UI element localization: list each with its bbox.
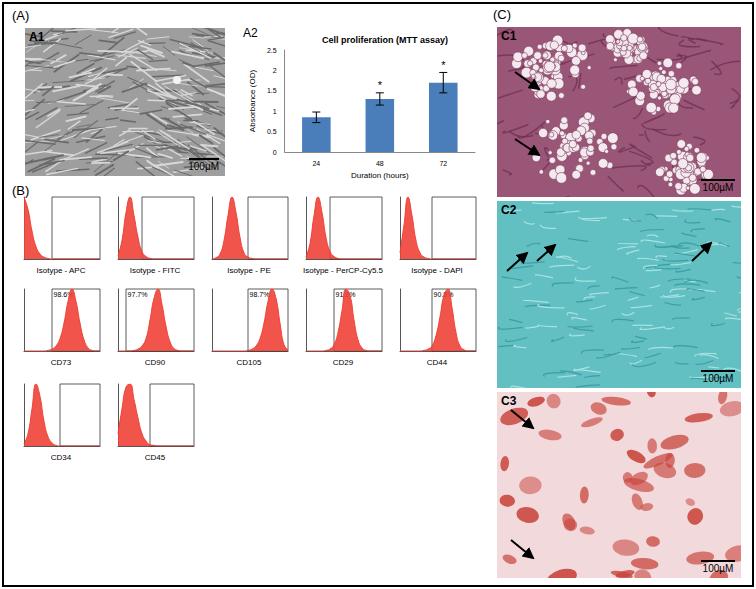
svg-text:Isotype - PerCP-Cy5.5: Isotype - PerCP-Cy5.5 [303,266,384,275]
svg-text:1: 1 [273,108,277,115]
svg-text:48: 48 [376,160,384,167]
html-text:C2: C2 [501,203,517,217]
svg-text:Cell proliferation (MTT assay): Cell proliferation (MTT assay) [322,35,448,45]
svg-text:Isotype - APC: Isotype - APC [37,266,86,275]
html-text:(A): (A) [12,8,30,23]
svg-text:Duration (hours): Duration (hours) [351,171,409,180]
svg-text:CD29: CD29 [333,358,354,367]
html-text:100µM: 100µM [702,182,734,193]
svg-text:0.5: 0.5 [267,128,277,135]
svg-text:90.8%: 90.8% [433,290,454,298]
svg-text:98.6%: 98.6% [53,290,74,298]
html-text:(B): (B) [12,183,30,198]
svg-text:CD34: CD34 [51,453,72,462]
html-text:C3: C3 [501,394,517,408]
svg-text:*: * [441,59,446,71]
svg-text:72: 72 [439,160,447,167]
svg-text:2.5: 2.5 [267,47,277,54]
svg-text:CD105: CD105 [237,358,262,367]
html-text:C1: C1 [501,29,517,43]
html-text:A2: A2 [243,26,258,40]
svg-text:1.5: 1.5 [267,87,277,94]
svg-text:Isotype - DAPI: Isotype - DAPI [411,266,463,275]
html-text:100µM: 100µM [188,161,219,172]
svg-text:98.7%: 98.7% [250,291,270,298]
html-text:(C): (C) [493,7,511,22]
svg-text:Isotype - FITC: Isotype - FITC [130,266,181,275]
svg-text:24: 24 [312,160,320,167]
svg-text:CD45: CD45 [145,453,166,462]
svg-text:2: 2 [273,67,277,74]
html-text:A1: A1 [29,30,45,44]
svg-text:91.6%: 91.6% [335,290,356,298]
svg-text:97.7%: 97.7% [128,291,148,298]
html-text:100µM: 100µM [702,563,734,574]
svg-text:*: * [378,79,383,91]
svg-text:Absorbance (OD): Absorbance (OD) [248,70,257,133]
svg-text:Isotype - PE: Isotype - PE [227,266,271,275]
svg-text:CD44: CD44 [427,358,448,367]
svg-text:CD90: CD90 [145,358,166,367]
svg-text:0: 0 [273,149,277,156]
html-text:100µM: 100µM [702,373,734,384]
svg-text:CD73: CD73 [51,358,72,367]
